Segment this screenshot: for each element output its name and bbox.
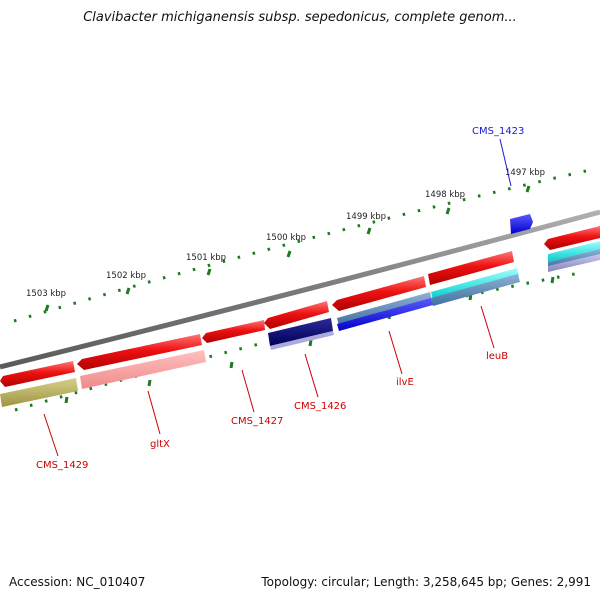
ruler-label: 1497 kbp (505, 168, 545, 178)
leader-line (304, 353, 319, 398)
ruler-label: 1502 kbp (106, 271, 146, 281)
ruler-label: 1500 kbp (266, 233, 306, 243)
forward-strand-features (0, 214, 600, 387)
inner-ruler-major-ticks (64, 276, 555, 404)
leader-line (499, 138, 512, 187)
cds-feature (202, 320, 265, 343)
leader-line (388, 330, 403, 375)
cds-feature (510, 214, 533, 234)
ruler-label: 1499 kbp (346, 212, 386, 222)
chromosome-backbone (0, 209, 600, 370)
major-tick (44, 304, 50, 312)
track-feature (337, 298, 433, 331)
cds-feature (77, 334, 202, 370)
track-feature (548, 241, 600, 262)
major-tick (550, 276, 555, 284)
leader-line (147, 390, 161, 435)
track-feature (80, 350, 206, 389)
map-title: Clavibacter michiganensis subsp. sepedon… (83, 10, 517, 25)
track-feature (431, 274, 520, 306)
second-track-features (0, 241, 600, 407)
outer-ruler-major-ticks (44, 185, 531, 312)
major-tick (147, 379, 152, 387)
gene-label: leuB (486, 351, 508, 362)
cds-feature (332, 276, 426, 311)
track-feature (270, 331, 334, 350)
major-tick (229, 361, 234, 369)
track-feature (548, 254, 600, 272)
gene-label: CMS_1426 (294, 401, 346, 412)
gene-label: ilvE (396, 377, 414, 388)
ruler-label: 1501 kbp (186, 253, 226, 263)
track-feature (0, 378, 78, 407)
ruler-label: 1503 kbp (26, 289, 66, 299)
track-feature (268, 318, 333, 346)
ruler-label: 1498 kbp (425, 190, 465, 200)
accession-text: Accession: NC_010407 (9, 575, 146, 589)
leader-line (480, 305, 495, 349)
cds-feature (0, 361, 75, 387)
major-tick (64, 396, 69, 404)
leader-line (43, 413, 59, 457)
major-tick (525, 185, 531, 193)
label-leaders (43, 138, 512, 457)
gene-label: CMS_1429 (36, 460, 88, 471)
major-tick (308, 339, 313, 347)
genome-summary-text: Topology: circular; Length: 3,258,645 bp… (261, 575, 591, 589)
leader-line (241, 369, 255, 413)
major-tick (366, 227, 372, 235)
gene-label: gltX (150, 439, 170, 450)
major-tick (125, 287, 131, 295)
cds-feature (264, 301, 329, 329)
gene-label: CMS_1423 (472, 126, 524, 137)
major-tick (445, 207, 451, 215)
outer-ruler-minor-ticks (13, 168, 591, 323)
ruler-labels: 1497 kbp 1498 kbp 1499 kbp 1500 kbp 1501… (26, 168, 545, 299)
cds-feature (428, 251, 514, 285)
cds-feature (544, 226, 600, 250)
gene-labels: CMS_1423 leuB ilvE CMS_1426 CMS_1427 glt… (36, 126, 524, 471)
major-tick (206, 268, 212, 276)
major-tick (286, 250, 292, 258)
gene-label: CMS_1427 (231, 416, 283, 427)
